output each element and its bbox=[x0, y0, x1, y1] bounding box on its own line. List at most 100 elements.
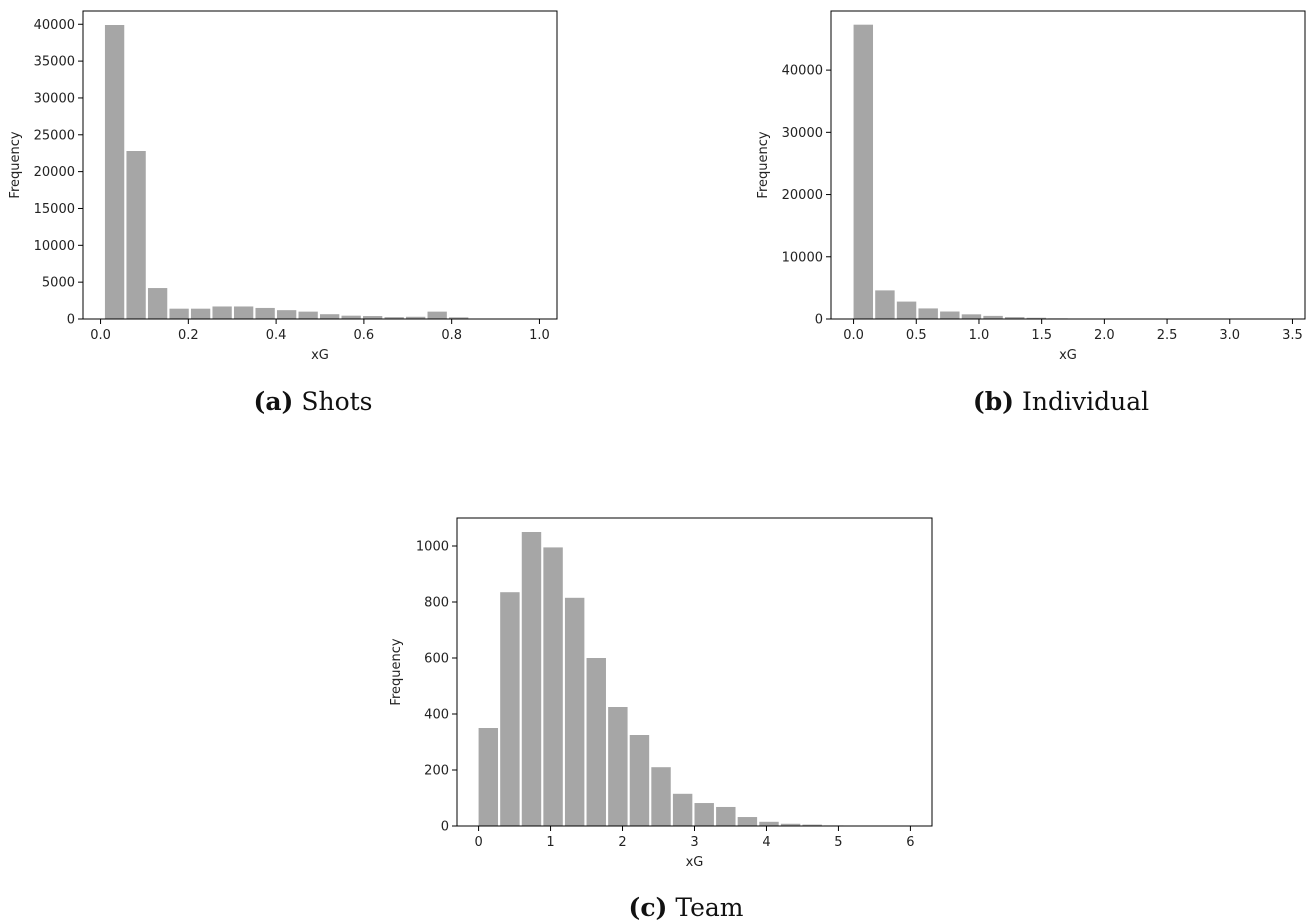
x-ticks-team: 0 1 2 3 4 5 6 bbox=[474, 826, 915, 850]
bar-individual-6 bbox=[983, 315, 1003, 319]
bars-shots bbox=[104, 25, 533, 319]
bar-shots-12 bbox=[363, 316, 383, 319]
bar-individual-2 bbox=[896, 301, 917, 319]
bar-shots-3 bbox=[169, 308, 189, 319]
bar-shots-8 bbox=[276, 310, 297, 319]
x-axis-label-shots: xG bbox=[311, 348, 329, 363]
bar-shots-14 bbox=[406, 316, 426, 319]
bar-team-15 bbox=[802, 824, 822, 826]
bar-individual-7 bbox=[1004, 317, 1025, 319]
bar-team-12 bbox=[737, 817, 758, 826]
x-tick-label-individual-1: 0.5 bbox=[906, 328, 927, 343]
caption-tag-shots: (a) bbox=[253, 387, 293, 416]
bar-individual-1 bbox=[875, 290, 895, 319]
bar-shots-7 bbox=[255, 307, 275, 319]
bar-shots-2 bbox=[147, 288, 168, 319]
bar-team-5 bbox=[586, 658, 606, 826]
bars-individual bbox=[853, 24, 1284, 319]
bar-team-0 bbox=[478, 728, 499, 826]
x-tick-label-shots-3: 0.6 bbox=[354, 328, 375, 343]
caption-shots: (a) Shots bbox=[253, 387, 372, 416]
x-ticks-individual: 0.0 0.5 1.0 1.5 2.0 2.5 3.0 3.5 bbox=[843, 319, 1303, 343]
bar-shots-6 bbox=[233, 306, 254, 319]
x-tick-label-team-1: 1 bbox=[546, 835, 554, 850]
y-tick-label-team-1: 200 bbox=[424, 764, 449, 779]
x-axis-label-individual: xG bbox=[1059, 348, 1077, 363]
bar-team-3 bbox=[543, 547, 563, 826]
bar-individual-5 bbox=[961, 314, 982, 319]
y-tick-label-team-4: 800 bbox=[424, 596, 449, 611]
x-tick-label-individual-0: 0.0 bbox=[843, 328, 864, 343]
y-tick-label-shots-5: 25000 bbox=[34, 128, 75, 143]
bar-team-13 bbox=[759, 821, 779, 826]
bar-shots-16 bbox=[449, 317, 469, 319]
x-tick-label-shots-1: 0.2 bbox=[178, 328, 199, 343]
caption-individual: (b) Individual bbox=[973, 387, 1149, 416]
x-tick-label-shots-4: 0.8 bbox=[441, 328, 462, 343]
y-tick-label-shots-8: 40000 bbox=[34, 18, 75, 33]
bar-shots-9 bbox=[298, 311, 318, 319]
bar-team-7 bbox=[629, 735, 650, 826]
y-axis-label-individual: Frequency bbox=[756, 131, 771, 198]
bar-team-11 bbox=[716, 806, 736, 826]
caption-team: (c) Team bbox=[628, 893, 743, 922]
y-tick-label-team-3: 600 bbox=[424, 652, 449, 667]
y-tick-label-team-2: 400 bbox=[424, 708, 449, 723]
y-ticks-individual: 0 10000 20000 30000 40000 bbox=[782, 64, 831, 328]
bar-individual-8 bbox=[1026, 317, 1047, 319]
bar-shots-5 bbox=[212, 306, 232, 319]
bar-team-1 bbox=[500, 592, 520, 826]
y-tick-label-individual-2: 20000 bbox=[782, 188, 823, 203]
bars-team bbox=[478, 532, 909, 826]
y-tick-label-shots-2: 10000 bbox=[34, 239, 75, 254]
x-tick-label-team-3: 3 bbox=[690, 835, 698, 850]
x-tick-label-shots-2: 0.4 bbox=[266, 328, 287, 343]
plot-frame-shots bbox=[82, 10, 558, 320]
bar-individual-4 bbox=[940, 311, 960, 319]
y-tick-label-team-0: 0 bbox=[441, 820, 449, 835]
y-tick-label-individual-3: 30000 bbox=[782, 126, 823, 141]
y-tick-label-individual-0: 0 bbox=[815, 313, 823, 328]
histogram-shots: 0 5000 10000 15000 20000 25000 30000 35000 40000… bbox=[8, 10, 558, 416]
bar-team-2 bbox=[521, 532, 542, 826]
y-tick-label-team-5: 1000 bbox=[416, 540, 449, 555]
caption-text-individual: Individual bbox=[1022, 387, 1149, 416]
y-tick-label-individual-4: 40000 bbox=[782, 64, 823, 79]
bar-shots-15 bbox=[427, 311, 447, 319]
x-tick-label-shots-5: 1.0 bbox=[529, 328, 550, 343]
x-tick-label-individual-5: 2.5 bbox=[1157, 328, 1178, 343]
y-tick-label-shots-4: 20000 bbox=[34, 165, 75, 180]
bar-shots-13 bbox=[384, 317, 404, 319]
x-tick-label-individual-2: 1.0 bbox=[969, 328, 990, 343]
y-axis-label-shots: Frequency bbox=[8, 131, 23, 198]
x-tick-label-individual-3: 1.5 bbox=[1031, 328, 1052, 343]
bar-shots-11 bbox=[341, 315, 361, 319]
plot-frame-individual bbox=[830, 10, 1306, 320]
x-tick-label-individual-7: 3.5 bbox=[1282, 328, 1303, 343]
bar-team-8 bbox=[651, 767, 671, 826]
caption-text-shots: Shots bbox=[301, 387, 372, 416]
y-ticks-shots: 0 5000 10000 15000 20000 25000 30000 35000 40000 bbox=[34, 18, 83, 328]
histogram-individual: 0 10000 20000 30000 40000 0.0 0.5 1.0 1.5 2.0 2.5… bbox=[756, 10, 1306, 416]
x-tick-label-team-2: 2 bbox=[618, 835, 626, 850]
y-tick-label-shots-3: 15000 bbox=[34, 202, 75, 217]
x-tick-label-individual-4: 2.0 bbox=[1094, 328, 1115, 343]
y-tick-label-shots-1: 5000 bbox=[42, 276, 75, 291]
caption-tag-individual: (b) bbox=[973, 387, 1014, 416]
bar-team-14 bbox=[780, 823, 801, 826]
x-tick-label-team-5: 5 bbox=[834, 835, 842, 850]
bar-team-6 bbox=[608, 707, 628, 826]
bar-shots-4 bbox=[190, 308, 211, 319]
y-axis-label-team: Frequency bbox=[389, 638, 404, 705]
bar-shots-0 bbox=[104, 25, 125, 319]
bar-team-4 bbox=[564, 597, 585, 826]
x-axis-label-team: xG bbox=[686, 855, 704, 870]
caption-tag-team: (c) bbox=[628, 893, 667, 922]
bar-individual-3 bbox=[918, 308, 938, 319]
x-tick-label-shots-0: 0.0 bbox=[90, 328, 111, 343]
y-tick-label-individual-1: 10000 bbox=[782, 250, 823, 265]
x-tick-label-individual-6: 3.0 bbox=[1219, 328, 1240, 343]
bar-team-9 bbox=[672, 793, 693, 826]
x-ticks-shots: 0.0 0.2 0.4 0.6 0.8 1.0 bbox=[90, 319, 550, 343]
